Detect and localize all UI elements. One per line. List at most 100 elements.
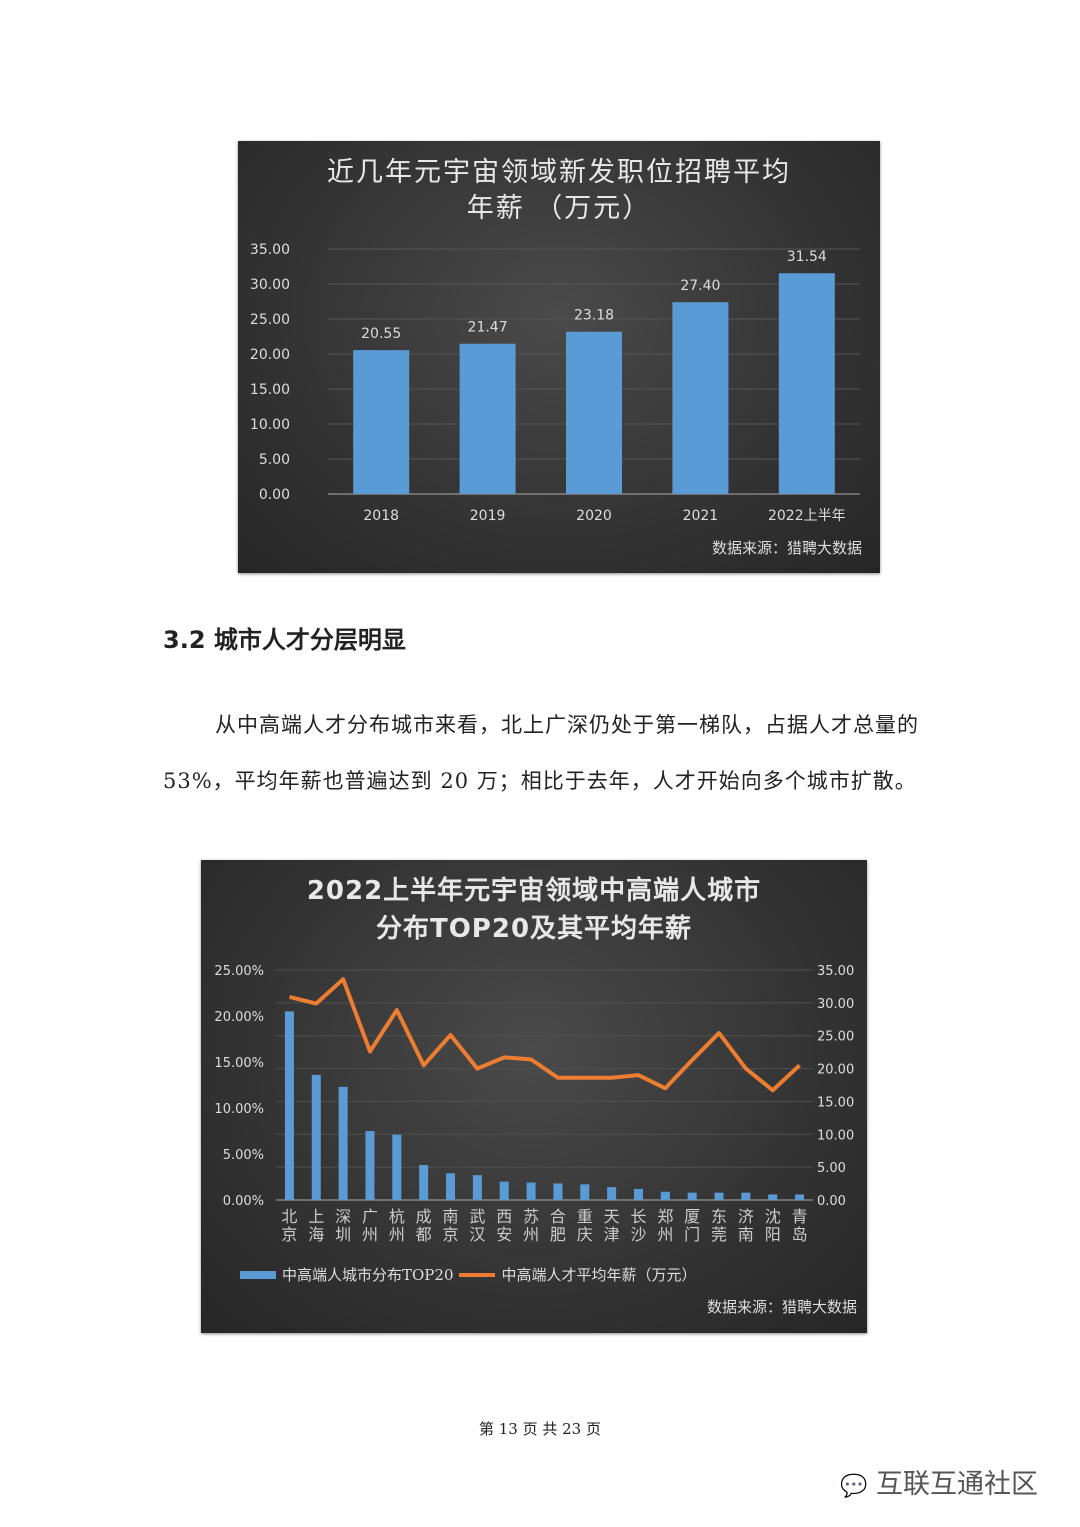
x-tick-label: 青 — [792, 1207, 808, 1226]
y-tick-label: 25.00 — [250, 312, 290, 328]
legend-label: 中高端人才平均年薪（万元） — [501, 1266, 697, 1284]
x-tick-label: 合 — [550, 1207, 566, 1226]
x-tick-label: 广 — [362, 1207, 378, 1226]
x-tick-label: 州 — [362, 1225, 378, 1244]
x-tick-label: 门 — [684, 1225, 700, 1244]
chart-title: 近几年元宇宙领域新发职位招聘平均 年薪 （万元） — [238, 155, 880, 227]
bar — [392, 1134, 402, 1200]
chart-title-line: 年薪 （万元） — [466, 193, 652, 224]
y-tick-label: 0.00 — [259, 487, 290, 503]
bar — [768, 1194, 778, 1200]
y-left-tick-label: 0.00% — [223, 1194, 264, 1209]
y-left-tick-label: 25.00% — [214, 964, 264, 979]
legend-label: 中高端人城市分布TOP20 — [282, 1266, 454, 1284]
y-right-tick-label: 5.00 — [817, 1161, 846, 1176]
y-left-tick-label: 10.00% — [214, 1102, 264, 1117]
bar — [472, 1175, 482, 1200]
y-right-tick-label: 0.00 — [817, 1194, 846, 1209]
bar — [459, 343, 516, 494]
x-tick-label: 杭 — [389, 1207, 405, 1226]
legend-line-swatch — [459, 1272, 496, 1277]
chart-title: 2022上半年元宇宙领域中高端人城市 分布TOP20及其平均年薪 — [201, 872, 867, 948]
x-tick-label: 深 — [335, 1207, 351, 1226]
bar — [365, 1131, 375, 1200]
x-tick-label: 圳 — [335, 1225, 351, 1244]
y-tick-label: 20.00 — [250, 347, 290, 363]
x-tick-label: 济 — [738, 1207, 754, 1226]
x-tick-label: 2022上半年 — [768, 508, 846, 524]
chart-plot: 0.00 5.00 10.00 15.00 20.00 25.00 30.00 35.00 0.… — [214, 964, 854, 1244]
bar — [338, 1086, 348, 1200]
bar — [553, 1183, 563, 1200]
y-tick-label: 10.00 — [250, 417, 290, 433]
x-tick-label: 阳 — [765, 1225, 781, 1244]
data-label: 20.55 — [361, 326, 401, 342]
y-right-tick-label: 20.00 — [817, 1063, 854, 1078]
bar — [284, 1011, 294, 1200]
x-tick-label: 西 — [496, 1207, 512, 1226]
x-tick-label: 州 — [389, 1225, 405, 1244]
x-tick-label: 重 — [577, 1207, 593, 1226]
y-tick-label: 35.00 — [250, 242, 290, 258]
y-left-tick-label: 20.00% — [214, 1010, 264, 1025]
bar — [687, 1192, 697, 1200]
x-tick-label: 武 — [469, 1207, 485, 1226]
y-right-tick-label: 25.00 — [817, 1030, 854, 1045]
watermark-text: 互联互通社区 — [876, 1469, 1038, 1500]
x-tick-label: 天 — [604, 1207, 620, 1226]
chart-title-line: 分布TOP20及其平均年薪 — [375, 914, 693, 944]
chart-legend: 中高端人城市分布TOP20 中高端人才平均年薪（万元） — [240, 1264, 697, 1285]
bar — [795, 1194, 805, 1200]
bar — [714, 1192, 724, 1200]
y-left-tick-label: 5.00% — [223, 1148, 264, 1163]
watermark: 💬 互联互通社区 — [840, 1462, 1038, 1501]
y-tick-label: 30.00 — [250, 277, 290, 293]
salary-line — [288, 977, 801, 1093]
data-label: 27.40 — [680, 278, 720, 294]
section-heading: 3.2 城市人才分层明显 — [163, 626, 406, 654]
bar — [580, 1184, 590, 1200]
x-tick-label: 沈 — [765, 1207, 781, 1226]
bar — [633, 1188, 643, 1200]
data-label: 31.54 — [787, 249, 827, 265]
bar — [353, 350, 410, 494]
bar — [311, 1074, 321, 1200]
x-tick-label: 长 — [630, 1207, 646, 1226]
bar — [741, 1192, 751, 1200]
y-right-tick-label: 35.00 — [817, 964, 854, 979]
x-tick-label: 莞 — [711, 1225, 727, 1244]
x-tick-label: 州 — [523, 1225, 539, 1244]
chart-plot: 0.00 5.00 10.00 15.00 20.00 25.00 30.00 35.00 20… — [250, 242, 860, 524]
bar — [607, 1187, 617, 1200]
data-source: 数据来源：猎聘大数据 — [706, 1298, 857, 1316]
y-tick-label: 15.00 — [250, 382, 290, 398]
chart-title-line: 2022上半年元宇宙领域中高端人城市 — [306, 876, 762, 906]
body-paragraph: 从中高端人才分布城市来看，北上广深仍处于第一梯队，占据人才总量的 53%，平均年… — [163, 713, 919, 793]
x-tick-label: 海 — [308, 1225, 324, 1244]
x-tick-label: 州 — [657, 1225, 673, 1244]
bar — [526, 1182, 536, 1200]
x-tick-label: 汉 — [469, 1225, 485, 1244]
y-right-tick-label: 15.00 — [817, 1095, 854, 1110]
x-tick-label: 北 — [281, 1207, 297, 1226]
bar — [419, 1165, 429, 1200]
x-tick-label: 京 — [281, 1225, 297, 1244]
y-right-tick-label: 30.00 — [817, 997, 854, 1012]
data-source: 数据来源：猎聘大数据 — [711, 539, 862, 557]
x-tick-label: 安 — [496, 1225, 512, 1244]
data-label: 23.18 — [574, 308, 614, 324]
data-label: 21.47 — [468, 320, 508, 336]
bar — [499, 1181, 509, 1200]
bar — [566, 331, 622, 494]
x-tick-label: 岛 — [792, 1225, 808, 1244]
bar — [778, 273, 835, 494]
x-tick-label: 2020 — [576, 508, 612, 524]
x-tick-label: 2018 — [363, 508, 399, 524]
x-tick-label: 上 — [308, 1207, 324, 1226]
wechat-icon: 💬 — [840, 1474, 868, 1499]
x-tick-label: 苏 — [523, 1207, 539, 1226]
legend-bar-swatch — [240, 1270, 276, 1279]
bar — [672, 302, 729, 494]
bar — [446, 1173, 456, 1200]
